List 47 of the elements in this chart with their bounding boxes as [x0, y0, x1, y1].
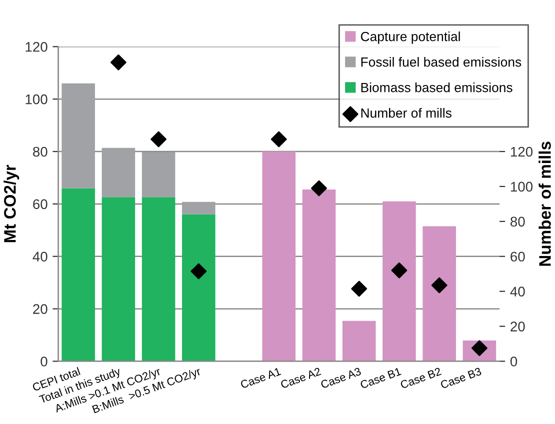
y2-tick-label: 120	[510, 146, 533, 157]
point	[190, 263, 207, 280]
point	[311, 180, 327, 196]
bar	[422, 226, 456, 362]
bar	[382, 201, 416, 362]
bar	[142, 152, 176, 198]
y-tick-label: 40	[32, 252, 48, 262]
bar	[102, 148, 136, 198]
y-tick-label: 20	[33, 304, 48, 314]
x-tick-label: Case A1	[240, 367, 282, 389]
legend-label: Fossil fuel based emissions	[361, 57, 522, 67]
bar	[302, 190, 336, 362]
bar	[182, 214, 216, 362]
y2-tick-label: 80	[510, 216, 525, 227]
x-tick-label: Case A2	[280, 367, 322, 389]
legend-label: Biomass based emissions	[361, 82, 512, 92]
y2-tick-label: 100	[510, 182, 533, 192]
point	[391, 262, 408, 278]
bar	[262, 152, 296, 362]
x-tick-label: Case B1	[360, 367, 402, 389]
x-tick-label: Case A3	[320, 367, 362, 389]
y-tick-label: 80	[33, 146, 48, 157]
y-tick-label: 60	[33, 199, 48, 210]
point	[150, 131, 167, 148]
y-axis-title: Mt CO2/yr	[4, 164, 20, 242]
y2-tick-label: 60	[510, 252, 525, 262]
legend-label: Number of mills	[361, 108, 452, 118]
y2-tick-label: 40	[510, 286, 525, 297]
x-tick-label: Case B3	[440, 367, 482, 389]
y-tick-label: 120	[26, 42, 48, 52]
point	[351, 280, 368, 297]
point	[110, 54, 126, 70]
bar	[62, 188, 95, 362]
legend-label: Capture potential	[360, 32, 460, 44]
point	[270, 131, 287, 148]
y2-axis-title: Number of mills	[538, 142, 551, 266]
point	[431, 277, 448, 294]
bar	[62, 83, 95, 188]
x-tick-label: Case B2	[400, 367, 442, 389]
y2-tick-label: 0	[510, 356, 518, 366]
y-tick-label: 100	[26, 94, 48, 104]
bar	[142, 197, 176, 362]
y2-tick-label: 20	[510, 322, 525, 332]
y-tick-label: 0	[40, 356, 48, 366]
bar	[342, 320, 376, 362]
bar	[102, 197, 136, 362]
bar	[182, 202, 216, 214]
